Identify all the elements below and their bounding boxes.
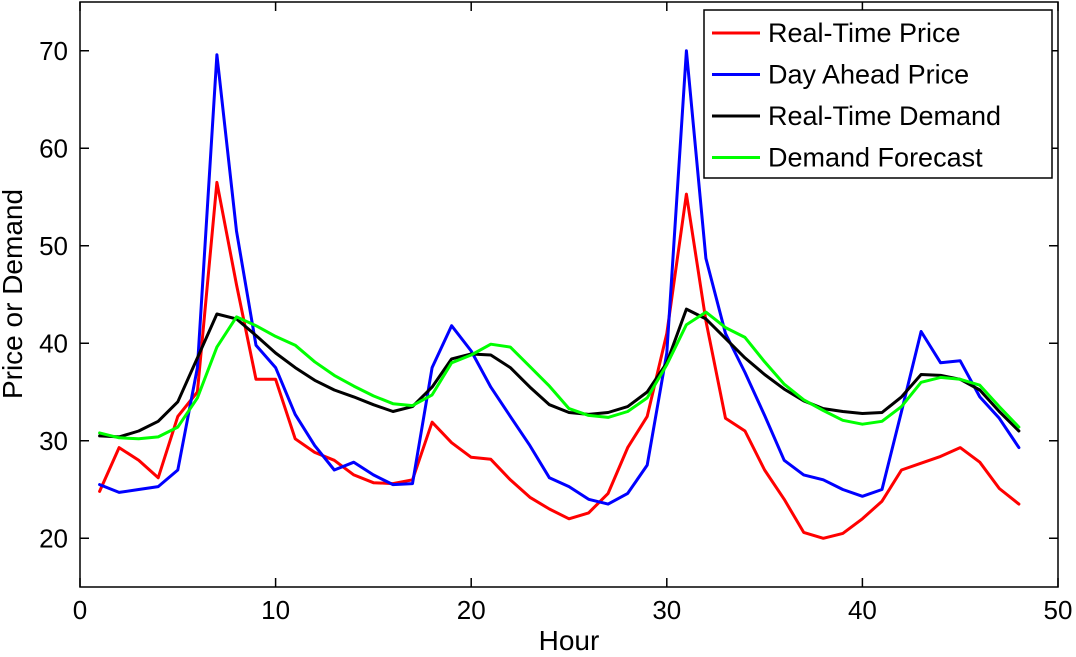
legend-label-real-time-demand: Real-Time Demand — [768, 101, 1001, 131]
y-tick-label: 40 — [39, 328, 68, 358]
x-tick-label: 10 — [261, 595, 290, 625]
legend: Real-Time Price Day Ahead Price Real-Time … — [703, 9, 1053, 179]
y-axis-label: Price or Demand — [0, 189, 28, 399]
x-tick-label: 0 — [73, 595, 87, 625]
series-line-real-time-price — [98, 180, 1021, 540]
ticks-layer: 0 10 20 30 40 50 20 30 40 50 60 70 — [39, 2, 1072, 625]
legend-label-demand-forecast: Demand Forecast — [768, 143, 983, 173]
y-tick-label: 20 — [39, 523, 68, 553]
x-tick-label: 30 — [652, 595, 681, 625]
series-line-real-time-demand — [98, 307, 1021, 439]
legend-label-day-ahead-price: Day Ahead Price — [768, 60, 969, 90]
axes-frame — [79, 1, 1059, 588]
y-tick-label: 30 — [39, 426, 68, 456]
legend-box — [703, 9, 1053, 179]
series-line-demand-forecast — [98, 310, 1021, 441]
x-tick-label: 40 — [848, 595, 877, 625]
series-line-day-ahead-price — [98, 49, 1021, 506]
legend-items: Real-Time Price Day Ahead Price Real-Time … — [712, 18, 1001, 173]
y-tick-label: 70 — [39, 36, 68, 66]
x-axis-label: Hour — [539, 625, 600, 656]
x-tick-label: 20 — [457, 595, 486, 625]
legend-label-real-time-price: Real-Time Price — [768, 18, 961, 48]
y-tick-label: 50 — [39, 231, 68, 261]
x-tick-label: 50 — [1044, 595, 1073, 625]
series-layer — [98, 49, 1021, 540]
y-tick-label: 60 — [39, 133, 68, 163]
